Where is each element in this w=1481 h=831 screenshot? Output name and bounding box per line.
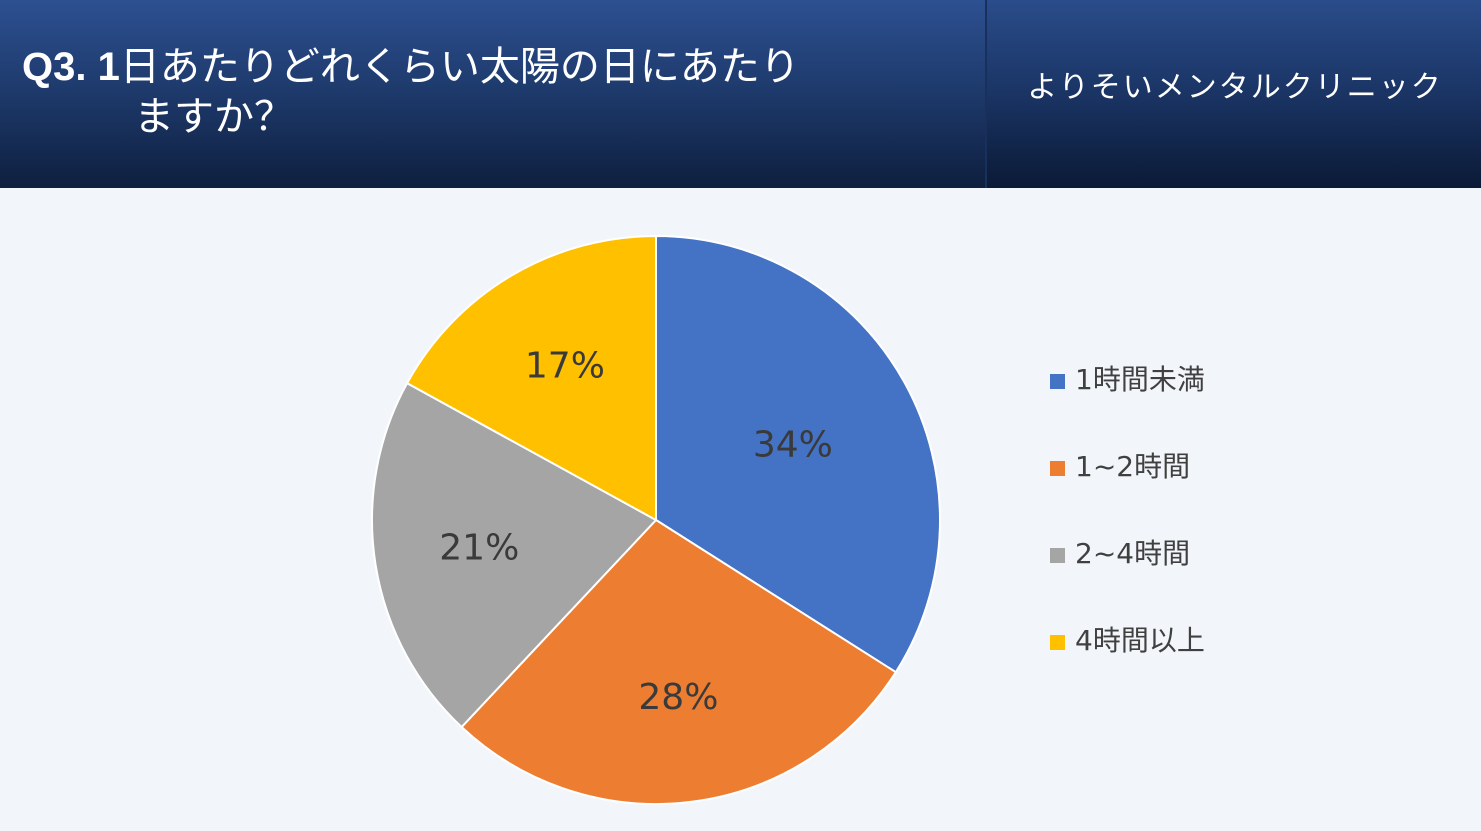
page-title: Q3. 1日あたりどれくらい太陽の日にあたり ますか？ [22,42,922,142]
header-right-panel [987,0,1481,188]
legend-label: 2~4時間 [1075,537,1191,570]
legend-item: 4時間以上 [1050,619,1205,706]
pie-slice-3 [371,381,658,729]
header-divider [985,0,987,188]
title-line-2: ますか？ [134,94,294,140]
pie-slice-4 [405,234,657,522]
pie-slice-2 [460,518,898,805]
slice-data-label-2: 28% [638,677,718,718]
slice-data-label-3: 21% [439,527,519,568]
legend-swatch [1050,374,1065,389]
legend-label: 4時間以上 [1075,624,1205,657]
clinic-name: よりそいメンタルクリニック [1027,70,1443,105]
pie-chart: 34% 28% 21% 17% [371,234,941,805]
legend-item: 2~4時間 [1050,532,1205,619]
legend-item: 1~2時間 [1050,445,1205,532]
legend-swatch [1050,461,1065,476]
legend-label: 1時間未満 [1075,363,1205,396]
question-number: Q3. 1 [22,45,120,89]
title-line-1: Q3. 1日あたりどれくらい太陽の日にあたり [22,42,922,92]
legend-swatch [1050,548,1065,563]
chart-legend: 1時間未満 1~2時間 2~4時間 4時間以上 [1050,358,1205,706]
title-text-1: 日あたりどれくらい太陽の日にあたり [119,44,800,90]
legend-swatch [1050,635,1065,650]
legend-label: 1~2時間 [1075,450,1191,483]
legend-item: 1時間未満 [1050,358,1205,445]
slice-data-label-1: 34% [753,424,833,465]
pie-slice-1 [655,234,941,674]
slice-data-label-4: 17% [525,345,605,386]
